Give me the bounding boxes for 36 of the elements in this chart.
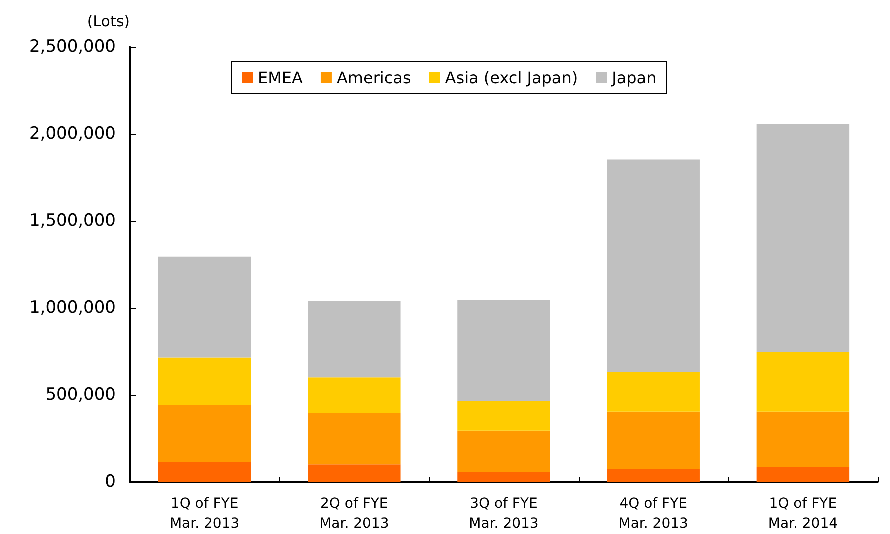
bar [607,372,700,412]
bar [607,469,700,482]
bar [308,464,401,482]
x-tick-label: 2Q of FYE Mar. 2013 [320,496,390,532]
bar [458,401,550,431]
legend-label: Japan [611,68,657,88]
y-tick-label: 2,000,000 [29,124,116,144]
bar [756,412,850,468]
x-tick-label: 1Q of FYE Mar. 2014 [768,496,838,532]
bar [308,301,401,378]
bar [308,378,401,414]
bar [308,413,401,465]
y-tick-label: 0 [105,472,116,492]
y-axis-title: (Lots) [87,12,130,30]
y-tick-label: 2,500,000 [29,37,116,57]
bar [756,352,850,412]
bar [158,462,252,482]
legend-label: Asia (excl Japan) [445,68,578,88]
bar [458,430,550,472]
bar [756,467,850,482]
bar [158,358,252,406]
bar [756,124,850,353]
x-tick-label: 1Q of FYE Mar. 2013 [170,496,240,532]
bar [158,405,252,463]
bar [607,412,700,470]
y-tick-label: 1,500,000 [29,211,116,231]
legend-label: EMEA [258,68,304,88]
x-tick-label: 4Q of FYE Mar. 2013 [618,496,688,532]
y-tick-label: 1,000,000 [29,298,116,318]
bar [158,256,252,358]
legend-label: Americas [336,68,412,88]
bar [607,160,700,372]
x-tick-label: 3Q of FYE Mar. 2013 [469,496,539,532]
bar [458,300,550,402]
y-tick-label: 500,000 [46,385,116,405]
bar [458,472,550,482]
